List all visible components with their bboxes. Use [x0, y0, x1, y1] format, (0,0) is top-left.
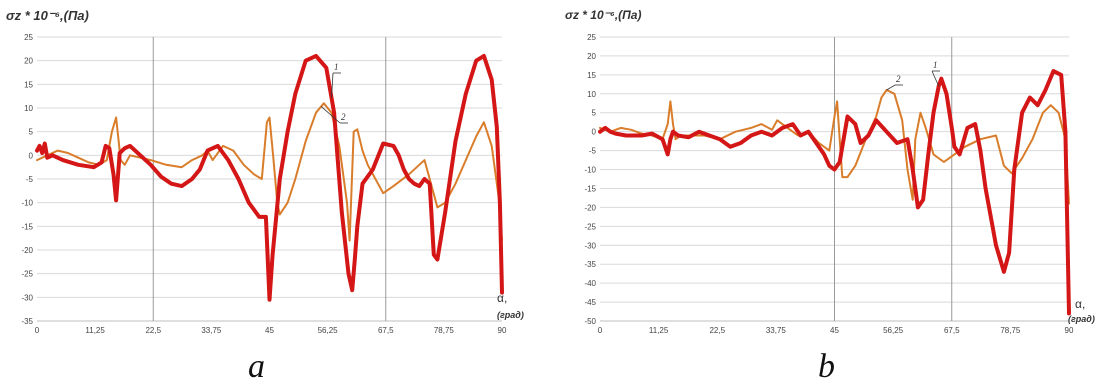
y-tick-label: 20: [24, 57, 33, 66]
y-tick-label: 0: [29, 151, 34, 160]
y-tick-label: -45: [584, 298, 596, 307]
chart-panel-b: σz * 10⁻⁶,(Па) 2520151050-5-10-15-20-25-…: [565, 8, 1095, 385]
x-tick-label: 45: [265, 326, 274, 335]
y-tick-label: 25: [587, 33, 596, 42]
y-tick-label: -25: [21, 270, 33, 279]
y-tick-label: -30: [584, 241, 596, 250]
x-tick-label: 33,75: [766, 326, 787, 335]
curve-label-leader: [320, 106, 341, 124]
series-line-1: [598, 69, 1071, 316]
y-tick-label: -30: [21, 293, 33, 302]
x-axis-title: α,: [1075, 297, 1085, 311]
y-tick-label: -40: [584, 279, 596, 288]
x-tick-label: 33,75: [201, 326, 222, 335]
y-tick-label: -25: [584, 222, 596, 231]
y-tick-label: -5: [589, 147, 597, 156]
x-tick-label: 56,25: [318, 326, 339, 335]
y-tick-label: -20: [21, 246, 33, 255]
y-tick-label: 10: [24, 104, 33, 113]
y-tick-label: -5: [26, 175, 34, 184]
y-tick-label: 20: [587, 52, 596, 61]
x-tick-label: 56,25: [883, 326, 904, 335]
y-axis-title-text: σz * 10⁻⁶,(Па): [565, 8, 641, 22]
x-tick-label: 67,5: [378, 326, 394, 335]
y-tick-label: 15: [587, 71, 596, 80]
curve-label-leader: [886, 84, 896, 91]
y-tick-label: -20: [584, 203, 596, 212]
y-tick-label: 10: [587, 90, 596, 99]
x-tick-label: 11,25: [649, 326, 669, 335]
curve-label-2: 2: [896, 74, 901, 84]
x-tick-label: 22,5: [145, 326, 161, 335]
y-tick-label: -15: [21, 222, 33, 231]
y-tick-label: -50: [584, 317, 596, 326]
x-tick-label: 45: [830, 326, 839, 335]
y-tick-label: -35: [584, 260, 596, 269]
panel-letter-b: b: [818, 348, 835, 385]
curve-label-1: 1: [933, 60, 938, 70]
y-axis-title: σz * 10⁻⁶,(Па): [565, 8, 641, 22]
curve-label-leader: [331, 72, 334, 98]
x-tick-label: 22,5: [709, 326, 725, 335]
x-tick-label: 67,5: [944, 326, 960, 335]
curve-label-leader: [931, 70, 940, 87]
y-tick-label: -10: [584, 166, 596, 175]
y-axis-title: σz * 10⁻⁶,(Па): [6, 8, 89, 23]
x-tick-label: 78,75: [434, 326, 455, 335]
y-tick-label: -15: [584, 184, 596, 193]
y-tick-label: 0: [592, 128, 597, 137]
series-line-2: [599, 89, 1070, 205]
y-tick-label: -35: [21, 317, 33, 326]
x-tick-label: 0: [598, 326, 603, 335]
y-axis-title-text: σz * 10⁻⁶,(Па): [6, 8, 89, 23]
x-tick-label: 11,25: [85, 326, 105, 335]
series-line-1: [35, 53, 504, 302]
x-tick-label: 0: [35, 326, 40, 335]
x-axis-title: α,: [497, 291, 507, 305]
y-tick-label: -10: [21, 199, 33, 208]
y-tick-label: 5: [29, 128, 34, 137]
x-tick-label: 90: [498, 326, 507, 335]
x-tick-label: 90: [1065, 326, 1074, 335]
curve-label-2: 2: [341, 112, 346, 122]
y-tick-label: 5: [592, 109, 597, 118]
curve-label-1: 1: [334, 62, 339, 72]
y-tick-label: 25: [24, 33, 33, 42]
chart-panel-a: σz * 10⁻⁶,(Па) 2520151050-5-10-15-20-25-…: [6, 8, 524, 385]
x-tick-label: 78,75: [1000, 326, 1021, 335]
panel-letter-a: a: [248, 348, 265, 385]
x-axis-unit: (град): [497, 310, 524, 320]
y-tick-label: 15: [24, 80, 33, 89]
x-axis-unit: (град): [1068, 314, 1095, 324]
